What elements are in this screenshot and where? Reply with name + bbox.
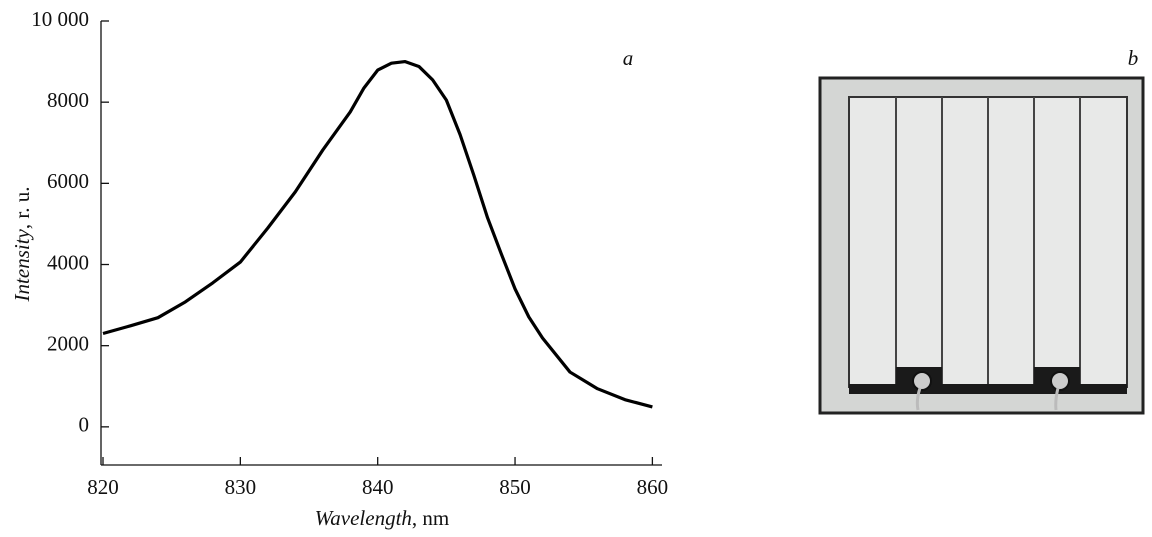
device-photo — [818, 76, 1145, 415]
x-axis-label-italic: Wavelength — [315, 506, 412, 530]
line-series — [102, 59, 653, 409]
y-tick-label: 6000 — [47, 169, 89, 193]
y-tick-label: 2000 — [47, 331, 89, 355]
y-axis-label: Intensity, r. u. — [10, 187, 34, 303]
x-tick-label: 840 — [362, 475, 394, 499]
y-tick-label: 0 — [79, 413, 90, 437]
y-tick-label: 4000 — [47, 250, 89, 274]
x-tick-label: 850 — [499, 475, 531, 499]
panel-label: a — [623, 46, 634, 70]
x-axis-label-unit: , nm — [412, 506, 449, 530]
y-tick-label: 10 000 — [31, 7, 89, 31]
x-tick-label: 860 — [637, 475, 669, 499]
y-tick-label: 8000 — [47, 88, 89, 112]
y-axis-label-italic: Intensity — [10, 228, 34, 302]
y-axis-label-unit: , r. u. — [10, 187, 34, 230]
x-tick-label: 830 — [225, 475, 257, 499]
x-tick-label: 820 — [87, 475, 119, 499]
x-axis-label: Wavelength, nm — [315, 506, 450, 530]
panel-label: b — [1128, 46, 1139, 70]
